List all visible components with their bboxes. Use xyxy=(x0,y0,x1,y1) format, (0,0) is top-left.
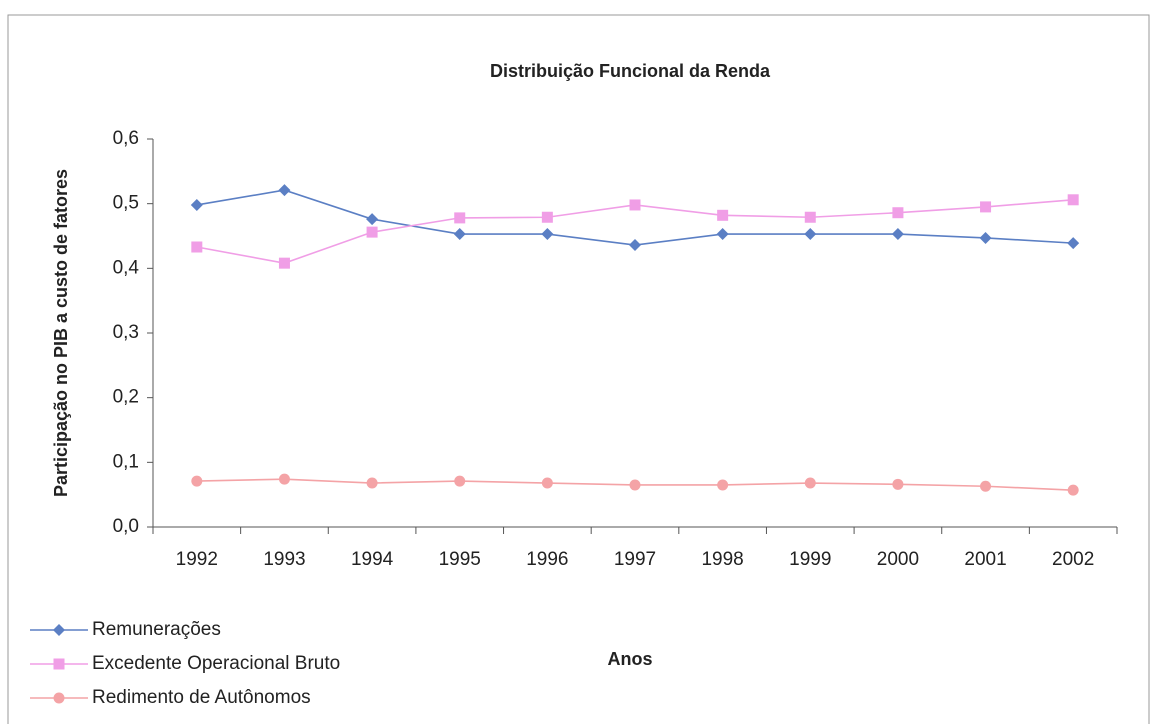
marker xyxy=(278,473,290,485)
marker xyxy=(454,475,466,487)
marker xyxy=(804,211,816,223)
legend-label: Remunerações xyxy=(92,619,221,640)
marker xyxy=(453,228,466,241)
marker xyxy=(541,228,554,241)
x-tick-label: 1993 xyxy=(263,549,305,570)
series-line xyxy=(196,189,1074,246)
x-tick-label: 2000 xyxy=(877,549,919,570)
y-tick-label: 0,0 xyxy=(113,516,139,537)
marker xyxy=(53,624,65,636)
legend-label: Excedente Operacional Bruto xyxy=(92,653,340,674)
marker xyxy=(190,198,203,211)
marker xyxy=(278,184,291,197)
x-tick-label: 1998 xyxy=(701,549,743,570)
chart-title: Distribuição Funcional da Renda xyxy=(490,61,771,81)
marker xyxy=(629,199,641,211)
x-tick-label: 1999 xyxy=(789,549,831,570)
x-tick-label: 1994 xyxy=(351,549,394,570)
marker xyxy=(541,211,553,223)
marker xyxy=(804,228,817,241)
marker xyxy=(1067,484,1079,496)
marker xyxy=(804,477,816,489)
x-tick-label: 1995 xyxy=(439,549,481,570)
marker xyxy=(53,692,65,704)
x-tick-label: 2001 xyxy=(964,549,1006,570)
chart-frame xyxy=(7,14,1150,724)
marker xyxy=(891,228,904,241)
marker xyxy=(191,475,203,487)
y-axis-label: Participação no PIB a custo de fatores xyxy=(51,169,71,497)
marker xyxy=(629,479,641,491)
marker xyxy=(629,239,641,252)
marker xyxy=(278,257,290,269)
y-tick-label: 0,4 xyxy=(113,257,140,278)
marker xyxy=(53,658,65,670)
marker xyxy=(366,213,379,226)
marker xyxy=(366,477,378,489)
y-tick-label: 0,6 xyxy=(113,128,139,149)
marker xyxy=(980,480,992,492)
marker xyxy=(892,207,904,219)
marker xyxy=(979,231,992,244)
x-tick-label: 1992 xyxy=(176,549,218,570)
x-axis-label: Anos xyxy=(608,649,653,669)
marker xyxy=(454,212,466,224)
marker xyxy=(1067,194,1079,206)
marker xyxy=(717,479,729,491)
y-tick-label: 0,2 xyxy=(113,387,139,408)
y-tick-label: 0,5 xyxy=(113,193,139,214)
x-tick-label: 1996 xyxy=(526,549,568,570)
marker xyxy=(191,241,203,253)
marker xyxy=(366,226,378,238)
marker xyxy=(1067,237,1080,250)
marker xyxy=(980,201,992,213)
marker xyxy=(541,477,553,489)
marker xyxy=(717,209,729,221)
y-tick-label: 0,3 xyxy=(113,322,139,343)
legend-label: Redimento de Autônomos xyxy=(92,687,311,708)
marker xyxy=(716,228,729,241)
y-tick-label: 0,1 xyxy=(113,451,139,472)
marker xyxy=(892,478,904,490)
x-tick-label: 1997 xyxy=(614,549,656,570)
x-tick-label: 2002 xyxy=(1052,549,1094,570)
